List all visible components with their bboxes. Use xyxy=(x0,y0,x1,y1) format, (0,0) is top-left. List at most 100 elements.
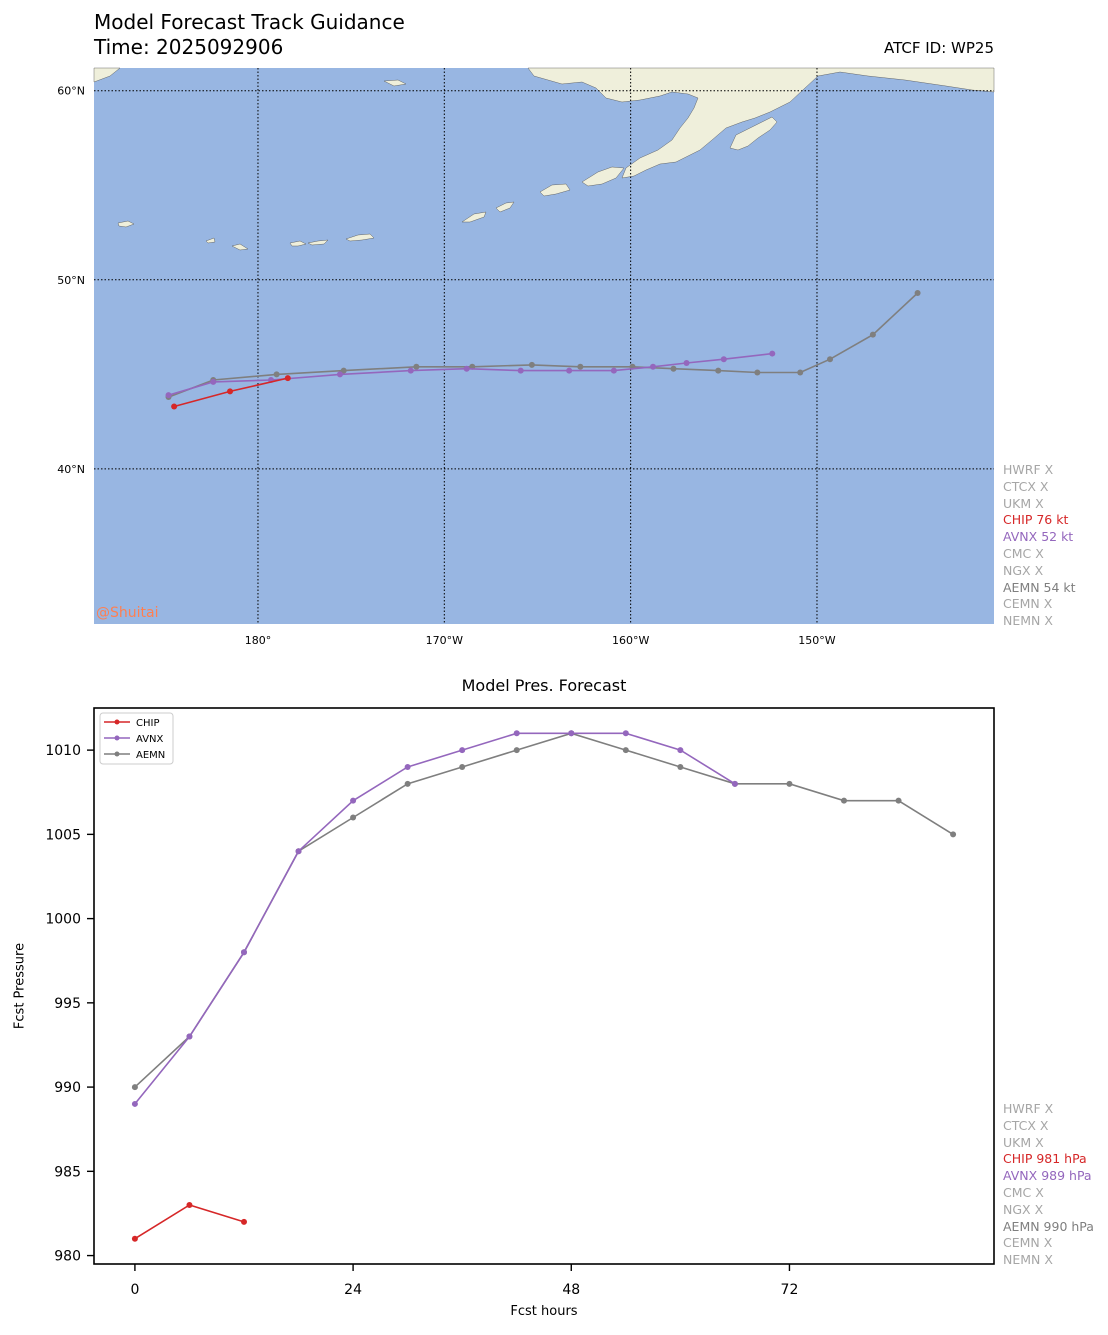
track-chip xyxy=(171,375,291,410)
y-tick-label-0: 980 xyxy=(54,1249,81,1265)
track-point-aemn-6 xyxy=(528,361,535,368)
forecast-time: Time: 2025092906 xyxy=(94,35,284,59)
pres-model-entry-5: CMC X xyxy=(1003,1184,1044,1200)
series-point-avnx-8 xyxy=(568,730,575,737)
y-tick-label-4: 1000 xyxy=(45,912,81,928)
pres-model-entry-8: CEMN X xyxy=(1003,1235,1053,1251)
track-point-avnx-0 xyxy=(165,392,172,399)
series-point-avnx-7 xyxy=(513,730,520,737)
series-point-avnx-4 xyxy=(350,797,357,804)
landmass-5 xyxy=(461,211,487,223)
y-tick-label-3: 995 xyxy=(54,996,81,1012)
track-model-entry-6: NGX X xyxy=(1003,562,1044,578)
pres-model-entry-3: CHIP 981 hPa xyxy=(1003,1151,1087,1167)
series-point-avnx-2 xyxy=(241,949,247,956)
track-point-chip-1 xyxy=(227,388,234,395)
series-point-avnx-11 xyxy=(731,780,738,787)
series-point-avnx-1 xyxy=(186,1033,193,1040)
track-model-entry-1: CTCX X xyxy=(1003,478,1049,494)
legend-marker-avnx xyxy=(114,735,120,741)
track-model-entry-8: CEMN X xyxy=(1003,596,1053,612)
series-line-avnx xyxy=(134,732,736,1105)
track-model-entry-9: NEMN X xyxy=(1003,613,1053,629)
series-avnx xyxy=(131,730,738,1107)
chart-title: Model Forecast Track Guidance xyxy=(94,10,405,34)
pres-model-entry-2: UKM X xyxy=(1003,1134,1044,1150)
landmass-9 xyxy=(289,240,307,247)
legend-marker-aemn xyxy=(114,751,120,757)
series-point-avnx-0 xyxy=(131,1100,138,1107)
series-point-aemn-6 xyxy=(459,763,466,770)
track-point-aemn-3 xyxy=(340,367,347,374)
track-model-entry-7: AEMN 54 kt xyxy=(1003,579,1076,595)
track-point-avnx-7 xyxy=(566,367,573,374)
pres-model-entry-1: CTCX X xyxy=(1003,1117,1049,1133)
pres-model-entry-7: AEMN 990 hPa xyxy=(1003,1218,1094,1234)
landmass-10 xyxy=(307,239,329,246)
x-tick-label-1: 24 xyxy=(344,1282,362,1298)
track-model-entry-5: CMC X xyxy=(1003,545,1044,561)
track-model-list: HWRF X CTCX X UKM X CHIP 76 kt AVNX 52 kt CMC… xyxy=(1003,462,1076,630)
x-tick-label-3: 72 xyxy=(781,1282,799,1298)
series-point-avnx-6 xyxy=(459,747,466,754)
series-point-aemn-7 xyxy=(513,747,520,754)
track-map: 180° 170°W 160°W 150°W 40°N 50°N 60°N @Shuitai xyxy=(57,67,995,647)
track-point-aemn-7 xyxy=(577,363,584,370)
atcf-id: ATCF ID: WP25 xyxy=(883,39,994,57)
x-axis-label: Fcst hours xyxy=(510,1304,578,1319)
series-point-aemn-13 xyxy=(841,797,847,804)
series-point-aemn-0 xyxy=(131,1084,138,1091)
series-point-aemn-10 xyxy=(677,763,684,770)
legend-label-chip: CHIP xyxy=(136,718,159,729)
y-axis-label: Fcst Pressure xyxy=(12,942,28,1030)
track-line-aemn xyxy=(168,292,919,398)
landmass-3 xyxy=(581,166,625,187)
x-tick-label-2: 48 xyxy=(562,1282,580,1298)
ocean-area xyxy=(94,68,994,624)
track-point-aemn-15 xyxy=(914,290,921,297)
series-point-aemn-12 xyxy=(786,780,793,787)
pres-model-entry-4: AVNX 989 hPa xyxy=(1003,1168,1092,1184)
track-point-avnx-5 xyxy=(463,365,470,372)
landmass-6 xyxy=(495,201,515,213)
track-point-aemn-4 xyxy=(413,363,420,370)
y-tick-label-6: 1010 xyxy=(45,743,81,759)
pres-model-entry-6: NGX X xyxy=(1003,1201,1044,1217)
series-point-chip-2 xyxy=(241,1218,247,1225)
plot-frame xyxy=(93,707,995,1265)
landmass-13 xyxy=(231,243,249,251)
track-point-avnx-4 xyxy=(407,367,414,374)
track-point-avnx-1 xyxy=(210,378,217,385)
track-point-chip-0 xyxy=(171,403,178,410)
landmass-4 xyxy=(539,183,571,197)
track-avnx xyxy=(165,350,776,399)
track-model-entry-3: CHIP 76 kt xyxy=(1003,512,1069,528)
series-point-avnx-10 xyxy=(677,747,684,754)
legend-box xyxy=(99,712,174,765)
series-point-aemn-9 xyxy=(622,747,629,754)
track-point-chip-2 xyxy=(284,375,291,382)
legend-label-aemn: AEMN xyxy=(136,750,165,761)
track-point-avnx-11 xyxy=(720,356,727,363)
landmass-11 xyxy=(383,79,407,87)
landmass-8 xyxy=(345,233,375,242)
pres-model-entry-9: NEMN X xyxy=(1003,1252,1053,1268)
track-point-avnx-8 xyxy=(610,367,617,374)
series-point-avnx-3 xyxy=(295,848,302,855)
track-model-entry-2: UKM X xyxy=(1003,495,1044,511)
landmass-0 xyxy=(93,67,121,83)
series-point-aemn-5 xyxy=(404,780,411,787)
landmass-12 xyxy=(205,237,216,244)
track-point-avnx-10 xyxy=(683,360,690,367)
series-chip xyxy=(131,1202,247,1242)
track-point-avnx-6 xyxy=(517,367,524,374)
lon-tick-label-2: 160°W xyxy=(612,634,649,647)
series-point-chip-0 xyxy=(131,1235,138,1242)
lat-tick-label-0: 40°N xyxy=(57,463,85,476)
landmass-1 xyxy=(527,67,995,179)
y-tick-label-2: 990 xyxy=(54,1080,81,1096)
land-areas xyxy=(93,67,995,251)
y-tick-label-5: 1005 xyxy=(45,827,81,843)
legend: CHIP AVNX AEMN xyxy=(99,712,174,765)
